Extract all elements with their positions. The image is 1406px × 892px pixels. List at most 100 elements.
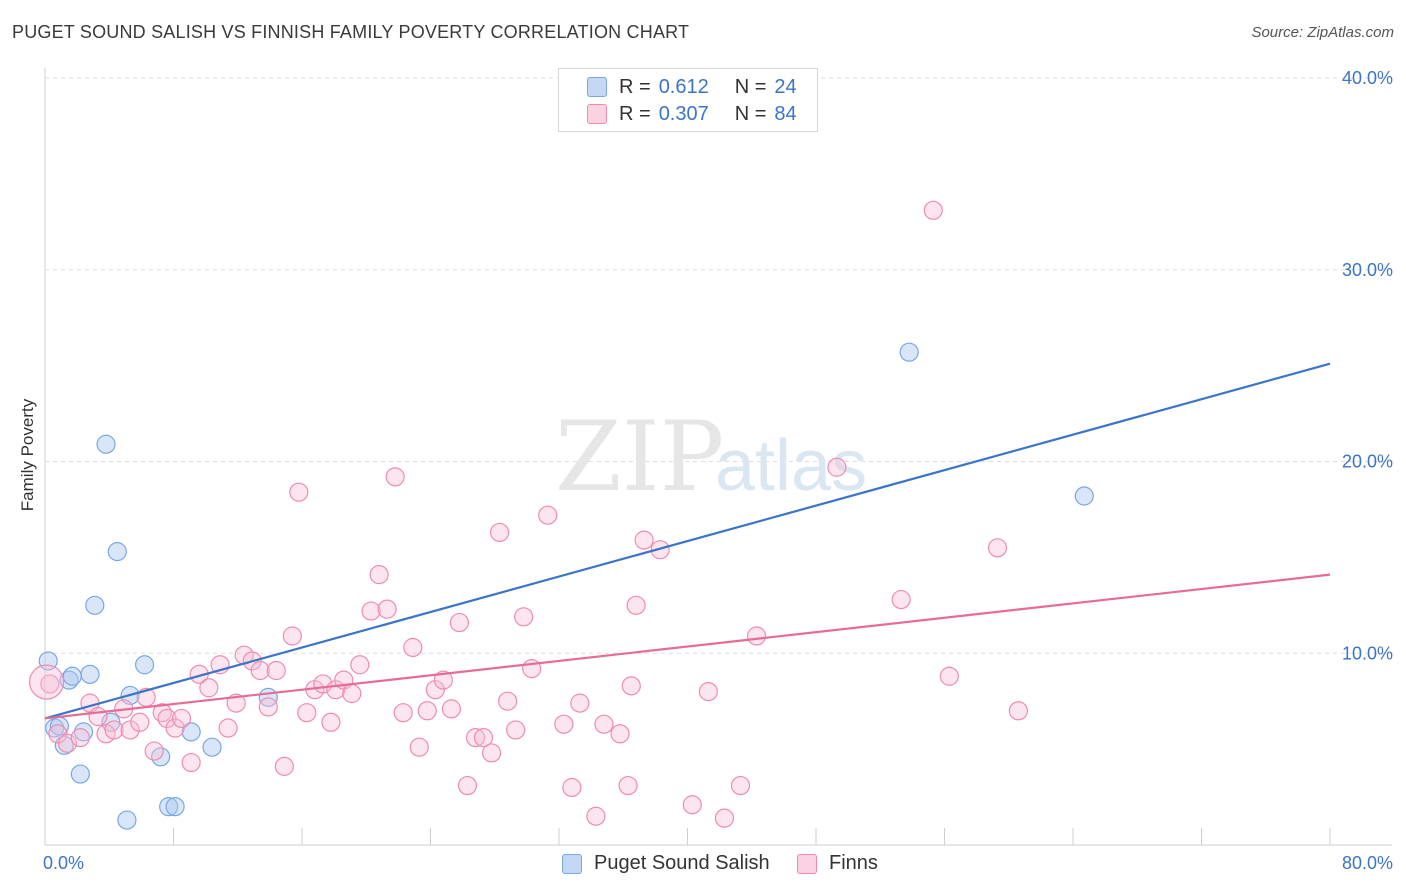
legend-n-value: 24 [774, 75, 797, 98]
series-swatch-finns [797, 853, 817, 874]
finns-point [441, 699, 461, 719]
grid-lines [45, 77, 1392, 654]
finns-point [610, 724, 630, 744]
finns-point [342, 683, 362, 704]
finns-point [618, 775, 638, 796]
salish-point [80, 664, 100, 684]
finns-point [621, 676, 641, 696]
finns-point [104, 720, 124, 740]
finns-point [457, 775, 478, 796]
legend-n-label: N = [734, 102, 767, 125]
legend-n-value: 84 [774, 102, 797, 125]
salish-point [73, 722, 94, 742]
chart-title: PUGET SOUND SALISH VS FINNISH FAMILY POV… [12, 22, 690, 42]
finns-point [393, 703, 413, 723]
trend-lines [44, 362, 1331, 720]
salish-point [54, 735, 74, 755]
finns-point [29, 664, 65, 700]
salish-point [96, 434, 116, 454]
finns-point [746, 626, 767, 646]
finns-point [361, 601, 381, 621]
salish-point [117, 810, 137, 830]
finns-point [425, 680, 445, 700]
legend-row-salish: R = 0.612 N = 24 [587, 75, 797, 99]
finns-point [377, 599, 397, 619]
salish-point [165, 797, 185, 817]
finns-point [481, 743, 502, 763]
finns-point [562, 777, 582, 798]
finns-point [130, 712, 150, 732]
finns-point [417, 701, 437, 721]
salish-point [1074, 486, 1094, 506]
finns-point [698, 681, 718, 702]
series-legend-salish[interactable]: Puget Sound Salish [562, 852, 770, 875]
watermark: ZIP atlas [555, 401, 867, 513]
finns-point [634, 530, 654, 550]
data-points [29, 200, 1094, 830]
finns-point [321, 712, 341, 732]
salish-trend-line [44, 362, 1331, 720]
finns-point [433, 670, 453, 690]
finns-point [506, 720, 526, 740]
salish-point [134, 655, 155, 675]
finns-point [369, 565, 389, 585]
legend-n-label: N = [734, 75, 767, 98]
finns-point [586, 806, 606, 826]
finns-point [403, 637, 423, 658]
salish-point [62, 666, 82, 686]
salish-point [181, 722, 201, 742]
finns-point [409, 737, 429, 757]
legend-row-finns: R = 0.307 N = 84 [587, 102, 797, 126]
finns-point [570, 693, 590, 713]
series-label-finns: Finns [829, 852, 878, 874]
x-tick-label: 80.0% [1342, 853, 1393, 873]
series-legend: Puget Sound Salish Finns [0, 852, 1406, 876]
finns-point [714, 808, 735, 828]
finns-point [250, 660, 270, 681]
series-swatch-salish [562, 853, 582, 874]
finns-point [939, 666, 959, 686]
legend-r-label: R = [619, 102, 651, 125]
salish-point [899, 342, 919, 362]
finns-point [289, 482, 309, 502]
y-tick-label: 40.0% [1342, 68, 1393, 88]
finns-point [297, 703, 317, 723]
y-tick-label: 10.0% [1342, 643, 1393, 663]
finns-point [498, 691, 518, 711]
source-label: Source: ZipAtlas.com [1251, 24, 1394, 41]
y-tick-label: 20.0% [1342, 452, 1393, 472]
finns-trend-line [44, 573, 1331, 720]
watermark-atlas: atlas [715, 426, 867, 506]
finns-point [350, 655, 370, 675]
finns-point [181, 752, 201, 773]
salish-point [107, 542, 127, 562]
salish-point [202, 737, 222, 757]
finns-point [199, 678, 219, 698]
finns-point [385, 467, 405, 487]
finns-point [891, 589, 911, 610]
finns-point [682, 795, 702, 815]
finns-point [70, 728, 90, 748]
finns-point [157, 708, 177, 729]
finns-point [626, 595, 646, 615]
finns-point [538, 505, 558, 525]
series-legend-finns[interactable]: Finns [797, 852, 878, 875]
finns-point [40, 674, 60, 694]
finns-point [274, 756, 294, 776]
finns-point [465, 728, 486, 748]
finns-point [218, 718, 238, 738]
finns-point [1008, 701, 1028, 721]
finns-point [730, 775, 751, 796]
finns-point [987, 538, 1008, 558]
finns-point [554, 714, 574, 734]
finns-point [923, 200, 943, 220]
finns-point [514, 607, 534, 627]
finns-point [489, 522, 510, 543]
y-tick-label: 30.0% [1342, 260, 1393, 280]
finns-point [144, 741, 164, 761]
finns-point [88, 706, 108, 727]
series-label-salish: Puget Sound Salish [594, 852, 770, 874]
x-tick-label: 0.0% [43, 853, 84, 873]
finns-point [258, 697, 278, 717]
